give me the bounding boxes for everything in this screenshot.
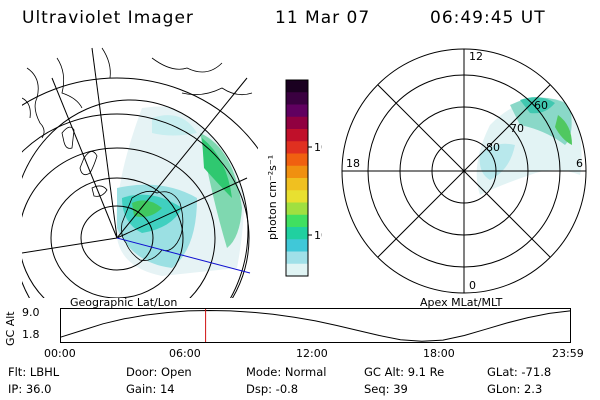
- timeline-xtick-1800: 18:00: [423, 347, 455, 360]
- apex-map-label: Apex MLat/MLT: [420, 296, 503, 309]
- mlt-label-12: 12: [469, 50, 483, 63]
- colorbar-cell: [286, 178, 308, 191]
- geo-meridians: [22, 47, 248, 254]
- info-seq: Seq: 39: [364, 382, 408, 396]
- colorbar-cell: [286, 92, 308, 106]
- timeline-xtick-0000: 00:00: [44, 347, 76, 360]
- colorbar-cell: [286, 129, 308, 142]
- colorbar-cell: [286, 227, 308, 240]
- info-door: Door: Open: [126, 365, 192, 379]
- geo-track-line: [116, 237, 251, 274]
- colorbar-cell: [286, 153, 308, 167]
- info-ip: IP: 36.0: [8, 382, 52, 396]
- colorbar-cell: [286, 80, 308, 93]
- colorbar-cell: [286, 190, 308, 204]
- info-glat: GLat: -71.8: [487, 365, 552, 379]
- timeline-xtick-0600: 06:00: [169, 347, 201, 360]
- altitude-curve: [60, 309, 571, 342]
- geo-lat-circles: [22, 77, 258, 298]
- colorbar-cell: [286, 165, 308, 179]
- colorbar-cell: [286, 116, 308, 130]
- info-gc-alt: GC Alt: 9.1 Re: [364, 365, 445, 379]
- timeline-axis-label-wrap: GC Alt: [4, 310, 18, 350]
- info-gain: Gain: 14: [126, 382, 175, 396]
- geo-map-label: Geographic Lat/Lon: [70, 296, 178, 309]
- colorbar-cell: [286, 251, 308, 265]
- colorbar-cell: [286, 202, 308, 216]
- colorbar: 100 10 photon cm⁻²s⁻¹: [266, 79, 322, 277]
- date-label: 11 Mar 07: [275, 8, 371, 28]
- instrument-title: Ultraviolet Imager: [22, 8, 194, 28]
- colorbar-cell: [286, 214, 308, 228]
- mlt-label-18: 18: [346, 157, 360, 170]
- timeline-xtick-2359: 23:59: [552, 347, 584, 360]
- colorbar-unit-label: photon cm⁻²s⁻¹: [266, 155, 279, 240]
- apex-polar-plot: 12 18 6 0 60 70 80: [341, 48, 587, 294]
- timeline-plot: [60, 308, 571, 343]
- timeline-axis-label: GC Alt: [4, 311, 17, 346]
- info-filter: Flt: LBHL: [8, 365, 60, 379]
- mlt-label-6: 6: [576, 157, 583, 170]
- colorbar-cell: [286, 141, 308, 155]
- mlat-label-70: 70: [510, 122, 524, 135]
- timeline-ytick-min: 1.8: [22, 328, 40, 341]
- timeline-xtick-1200: 12:00: [296, 347, 328, 360]
- geographic-map: [22, 47, 258, 298]
- mlat-label-60: 60: [534, 99, 548, 112]
- info-glon: GLon: 2.3: [487, 382, 543, 396]
- timeline-ytick-max: 9.0: [22, 306, 40, 319]
- colorbar-cell: [286, 104, 308, 118]
- colorbar-cell: [286, 263, 308, 277]
- mlt-label-0: 0: [469, 279, 476, 292]
- colorbar-cell: [286, 239, 308, 253]
- geo-aurora-image: [116, 106, 245, 276]
- mlat-label-80: 80: [486, 141, 500, 154]
- info-mode: Mode: Normal: [246, 365, 327, 379]
- apex-mlt-lines: [342, 49, 586, 293]
- time-label: 06:49:45 UT: [430, 8, 546, 28]
- colorbar-tick-10: 10: [314, 229, 322, 242]
- info-dsp: Dsp: -0.8: [246, 382, 299, 396]
- colorbar-tick-100: 100: [314, 141, 322, 154]
